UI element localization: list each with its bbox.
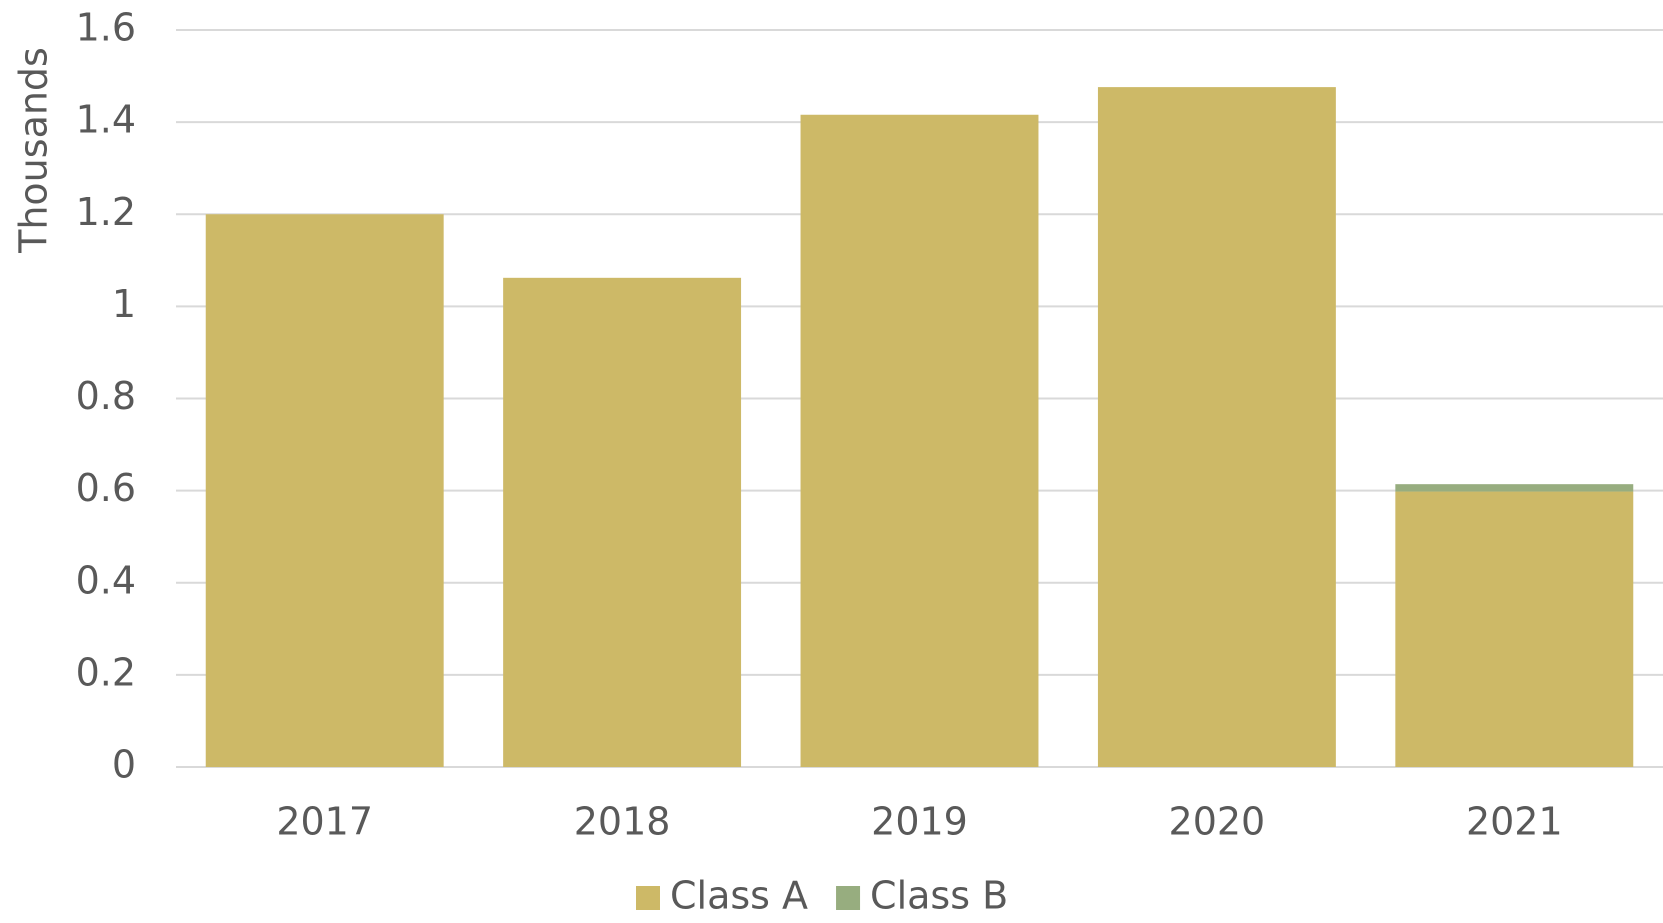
x-tick-label: 2017 [276, 800, 373, 844]
legend-swatch [836, 886, 861, 910]
x-tick-label: 2018 [574, 800, 671, 844]
y-tick-label: 1.6 [76, 6, 136, 50]
y-tick-label: 0.4 [76, 558, 136, 602]
y-tick-label: 1.2 [76, 190, 136, 234]
legend-label: Class B [870, 874, 1008, 918]
y-tick-label: 1.4 [76, 98, 136, 142]
x-tick-label: 2019 [871, 800, 968, 844]
legend-label: Class A [670, 874, 808, 918]
y-tick-label: 1 [112, 282, 136, 326]
bar-segment [205, 214, 444, 767]
bar-segment [503, 277, 742, 767]
bar-segment [1097, 87, 1336, 768]
y-tick-label: 0 [112, 743, 136, 787]
bar-segment [1395, 491, 1634, 767]
y-tick-label: 0.6 [76, 466, 136, 510]
bar-segment [800, 114, 1039, 767]
y-tick-label: 0.8 [76, 374, 136, 418]
x-tick-label: 2021 [1466, 800, 1563, 844]
y-axis-label: Thousands [12, 47, 56, 254]
legend-swatch [636, 886, 660, 910]
x-tick-label: 2020 [1169, 800, 1266, 844]
bar-segment [1395, 484, 1634, 492]
y-tick-label: 0.2 [76, 650, 136, 694]
